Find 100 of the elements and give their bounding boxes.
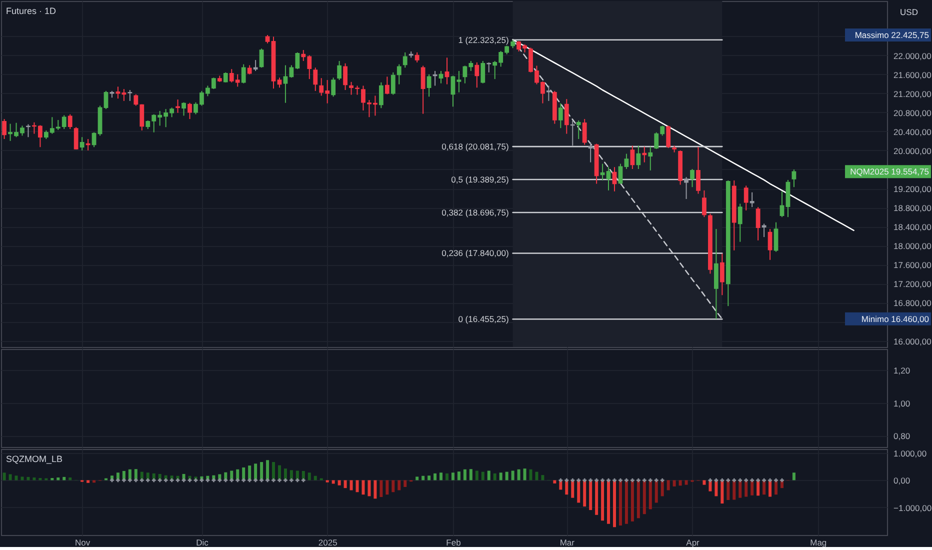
candlestick	[414, 52, 420, 63]
y-tick-label: 20.400,00	[894, 126, 932, 137]
candlestick	[684, 176, 688, 200]
line-series	[512, 39, 723, 320]
bar	[356, 480, 359, 492]
bar	[416, 476, 419, 480]
bar	[684, 480, 688, 485]
bar	[308, 472, 311, 480]
candlestick	[390, 72, 396, 96]
candlestick	[134, 94, 138, 106]
candlestick	[618, 163, 623, 184]
annotation: Minimo 16.460,00	[861, 314, 930, 324]
candlestick	[666, 125, 671, 149]
y-tick-label: 18.400,00	[894, 222, 932, 232]
x-tick-label: Feb	[446, 538, 462, 548]
bar	[32, 477, 36, 480]
candlestick	[702, 190, 706, 218]
candlestick	[696, 146, 700, 194]
candlestick	[396, 64, 402, 85]
candlestick	[720, 253, 724, 296]
candlestick	[480, 60, 486, 84]
candlestick	[690, 168, 694, 188]
bar	[666, 480, 670, 490]
bar	[14, 476, 18, 480]
candlestick	[588, 142, 593, 163]
candlestick	[546, 85, 551, 102]
candlestick	[774, 222, 778, 252]
candlestick	[277, 77, 282, 88]
candlestick	[642, 146, 647, 163]
bar	[475, 470, 478, 480]
candlestick	[337, 60, 342, 81]
bar	[493, 473, 496, 480]
y-tick-label: 16.000,00	[894, 336, 932, 346]
bar	[440, 472, 443, 480]
bar	[374, 480, 377, 499]
candlestick	[420, 65, 426, 114]
y-tick-label: 0,00	[894, 476, 910, 486]
y-tick-label: 0,80	[894, 431, 910, 442]
candlestick	[576, 120, 581, 140]
bar	[386, 480, 389, 495]
candlestick	[26, 124, 30, 138]
series-label: 0,236 (17.840,00)	[442, 248, 509, 258]
y-tick-label: 17.200,00	[894, 279, 932, 290]
candlestick	[564, 98, 569, 134]
bar	[362, 480, 365, 495]
bar	[350, 480, 353, 490]
candlestick	[744, 185, 748, 211]
bar	[368, 480, 371, 496]
bar	[535, 472, 538, 480]
bar	[422, 476, 425, 480]
bar	[344, 480, 347, 488]
y-tick-label: 1,20	[894, 366, 910, 376]
candlestick	[606, 166, 611, 191]
bar	[26, 476, 30, 480]
candlestick	[74, 126, 78, 150]
bar	[702, 480, 706, 485]
text: SQZMOM_LB	[6, 454, 63, 464]
candlestick	[253, 60, 258, 72]
candlestick	[612, 166, 617, 192]
y-tick-label: 20.000,00	[894, 146, 932, 156]
bar	[398, 480, 401, 490]
candlestick	[636, 145, 641, 170]
bar	[541, 475, 544, 480]
bar	[445, 473, 448, 480]
candlestick	[750, 192, 754, 208]
bar	[505, 472, 508, 480]
candlestick	[444, 57, 450, 85]
bar	[338, 480, 341, 486]
bar	[20, 476, 24, 480]
candlestick	[768, 228, 772, 260]
x-tick-label: Apr	[686, 538, 700, 548]
candlestick	[80, 136, 84, 151]
series-label: 0 (16.455,25)	[458, 314, 509, 324]
y-tick-label: 20.800,00	[894, 108, 932, 118]
candlestick	[570, 120, 575, 146]
x-tick-label: Dic	[196, 538, 210, 548]
candlestick	[2, 118, 6, 140]
y-tick-label: 22.000,00	[894, 50, 932, 61]
candlestick	[630, 145, 635, 170]
bar	[380, 480, 383, 498]
candlestick	[343, 62, 348, 90]
y-tick-label: 19.200,00	[894, 184, 932, 194]
y-tick-label: 17.600,00	[894, 260, 932, 270]
x-tick-label: Mag	[810, 538, 827, 548]
series-label: 1 (22.323,25)	[458, 34, 509, 45]
candlestick	[426, 74, 432, 98]
bar	[428, 476, 431, 480]
candlestick	[624, 153, 629, 170]
bar	[68, 477, 72, 480]
y-tick-label: 16.800,00	[894, 298, 932, 308]
candlestick	[128, 90, 132, 102]
candlestick	[648, 146, 653, 171]
candlestick	[86, 138, 90, 151]
candlestick	[756, 206, 760, 241]
bar	[481, 472, 484, 480]
y-tick-label: 18.800,00	[894, 203, 932, 214]
bar	[332, 480, 335, 484]
candlestick	[104, 90, 108, 110]
bar	[672, 480, 676, 486]
y-tick-label: 1.000,00	[894, 448, 927, 459]
